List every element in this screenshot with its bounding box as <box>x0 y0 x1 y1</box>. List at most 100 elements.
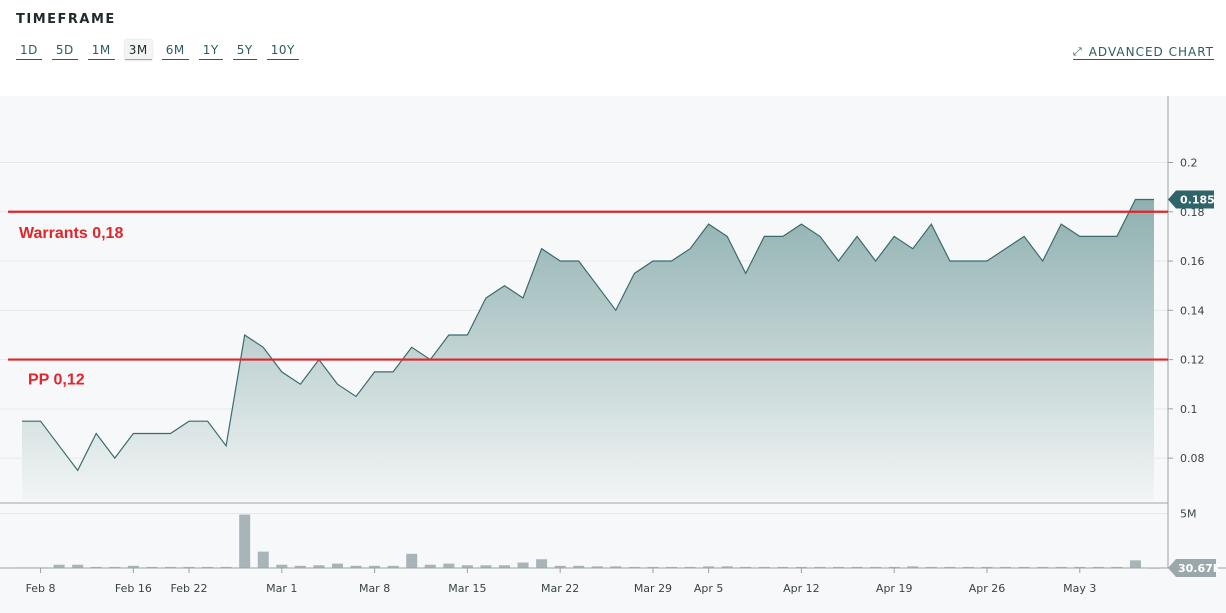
x-tick-label: Apr 12 <box>783 582 820 595</box>
volume-bar <box>944 566 956 568</box>
volume-bar <box>202 566 214 568</box>
volume-bar <box>369 565 381 568</box>
volume-bar <box>907 566 919 568</box>
y-tick-label: 0.18 <box>1180 206 1205 219</box>
x-tick-label: May 3 <box>1063 582 1096 595</box>
tab-5y[interactable]: 5Y <box>232 40 257 60</box>
volume-bar <box>814 566 826 568</box>
volume-bar <box>925 566 937 568</box>
last-volume-label: 30.67K <box>1178 562 1222 575</box>
y-tick-label: 0.16 <box>1180 255 1205 268</box>
volume-bar <box>666 566 678 568</box>
volume-bar <box>331 563 343 568</box>
volume-bar <box>721 566 733 568</box>
volume-bar <box>1129 560 1141 568</box>
volume-bar <box>536 559 548 568</box>
x-tick-label: Apr 19 <box>876 582 913 595</box>
x-tick-label: Mar 29 <box>634 582 672 595</box>
volume-bar <box>127 565 139 568</box>
volume-bar <box>294 565 306 568</box>
tab-5d[interactable]: 5D <box>51 40 78 60</box>
expand-icon: ⤢ <box>1072 45 1083 58</box>
volume-bar <box>833 566 845 568</box>
volume-bar <box>443 563 455 568</box>
volume-bar <box>647 566 659 568</box>
volume-bar <box>461 565 473 568</box>
x-tick-label: Mar 1 <box>266 582 297 595</box>
x-tick-label: Apr 26 <box>969 582 1006 595</box>
volume-bar <box>888 566 900 568</box>
volume-bar <box>684 566 696 568</box>
volume-bar <box>257 551 269 568</box>
volume-bar <box>795 566 807 568</box>
tab-1y[interactable]: 1Y <box>198 40 223 60</box>
annotation-label: Warrants 0,18 <box>19 225 123 242</box>
volume-bar <box>424 564 436 568</box>
volume-bar <box>239 514 251 568</box>
volume-bar <box>554 565 566 568</box>
advanced-chart-label: ADVANCED CHART <box>1088 45 1214 59</box>
volume-bar <box>406 553 418 568</box>
timeframe-title: TIMEFRAME <box>16 12 116 27</box>
volume-bar <box>962 566 974 568</box>
price-area <box>22 199 1154 500</box>
volume-bar <box>1037 566 1049 568</box>
volume-bar <box>610 566 622 568</box>
volume-bar <box>350 565 362 568</box>
volume-bar <box>1018 566 1030 568</box>
volume-bar <box>1074 566 1086 568</box>
volume-bar <box>740 566 752 568</box>
volume-bar <box>870 566 882 568</box>
tab-1d[interactable]: 1D <box>16 40 42 60</box>
x-tick-label: Mar 15 <box>448 582 486 595</box>
volume-bar <box>498 565 510 568</box>
tab-10y[interactable]: 10Y <box>266 40 299 60</box>
y-tick-label: 0.08 <box>1180 452 1205 465</box>
volume-bar <box>146 566 158 568</box>
x-tick-label: Feb 8 <box>26 582 56 595</box>
advanced-chart-button[interactable]: ⤢ ADVANCED CHART <box>1072 45 1214 60</box>
volume-bar <box>164 566 176 568</box>
y-tick-label: 0.1 <box>1180 403 1198 416</box>
x-tick-label: Feb 22 <box>171 582 208 595</box>
x-tick-label: Mar 22 <box>541 582 579 595</box>
volume-bar <box>90 566 102 568</box>
volume-bar <box>1092 566 1104 568</box>
volume-bar <box>480 565 492 568</box>
last-volume-badge <box>1168 559 1216 577</box>
volume-bar <box>183 566 195 568</box>
volume-bar <box>220 566 232 568</box>
timeframe-tabs: 1D 5D 1M 3M 6M 1Y 5Y 10Y <box>16 40 299 60</box>
volume-bar <box>517 562 529 568</box>
x-tick-label: Mar 8 <box>359 582 390 595</box>
tab-1m[interactable]: 1M <box>87 40 115 60</box>
volume-bar <box>703 566 715 568</box>
volume-bar <box>72 564 84 568</box>
volume-bar <box>1111 566 1123 568</box>
volume-bar <box>1000 566 1012 568</box>
volume-bar <box>1055 566 1067 568</box>
y-tick-label: 0.14 <box>1180 304 1205 317</box>
volume-bar <box>851 566 863 568</box>
volume-bar <box>276 564 288 568</box>
volume-bar <box>777 566 789 568</box>
y-tick-label: 0.12 <box>1180 354 1205 367</box>
tab-3m[interactable]: 3M <box>124 40 152 60</box>
volume-bar <box>591 566 603 568</box>
volume-bar <box>387 565 399 568</box>
volume-bar <box>628 566 640 568</box>
x-tick-label: Feb 16 <box>115 582 152 595</box>
volume-tick-label: 5M <box>1180 507 1197 520</box>
last-price-badge <box>1168 190 1214 209</box>
x-tick-label: Apr 5 <box>694 582 724 595</box>
price-line <box>22 198 1154 472</box>
tab-6m[interactable]: 6M <box>161 40 189 60</box>
volume-bar <box>758 566 770 568</box>
volume-bar <box>109 566 121 568</box>
annotation-label: PP 0,12 <box>28 372 85 389</box>
volume-bar <box>53 564 65 568</box>
volume-bar <box>313 565 325 568</box>
y-tick-label: 0.2 <box>1180 157 1198 170</box>
volume-bar <box>981 566 993 568</box>
